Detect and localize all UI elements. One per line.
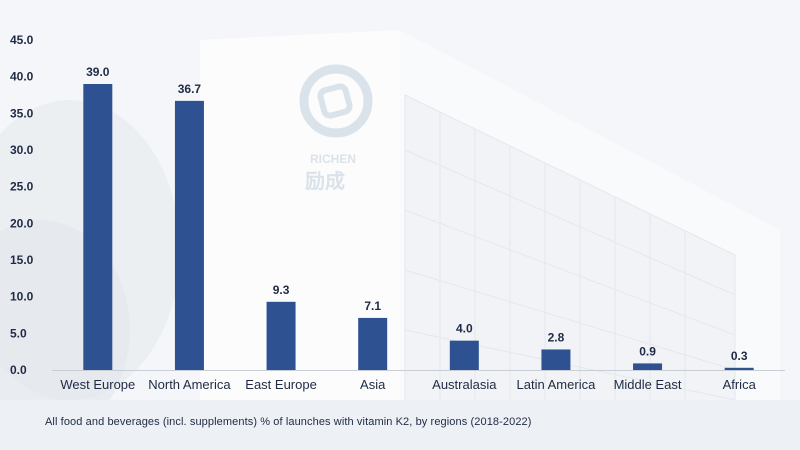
y-tick-label: 25.0 [10,180,34,194]
x-tick-label: Australasia [432,377,497,392]
bar-africa [724,367,754,370]
y-tick-label: 30.0 [10,143,34,157]
bar-east-europe [266,301,296,370]
y-tick-label: 45.0 [10,33,34,47]
x-tick-label: Latin America [517,377,597,392]
data-labels: 39.0 36.7 9.3 7.1 4.0 2.8 0.9 0.3 [86,65,748,363]
x-tick-label: Middle East [614,377,682,392]
bar-latin-america [541,349,571,370]
bar-west-europe [83,84,113,370]
bar-australasia [449,340,479,370]
richen-logo: RICHEN 励成 [299,64,373,193]
data-label: 0.9 [639,344,656,358]
chart-caption: All food and beverages (incl. supplement… [45,416,532,428]
svg-text:RICHEN: RICHEN [310,152,356,166]
y-tick-label: 15.0 [10,253,34,267]
y-tick-label: 20.0 [10,216,34,230]
bar-middle-east [633,363,663,370]
x-tick-label: Africa [723,377,757,392]
data-label: 9.3 [273,283,290,297]
bar-north-america [174,100,204,370]
x-tick-label: North America [148,377,231,392]
y-tick-label: 40.0 [10,70,34,84]
y-tick-label: 5.0 [10,326,27,340]
y-axis: 0.0 5.0 10.0 15.0 20.0 25.0 30.0 35.0 40.0 45.0 [10,33,34,377]
y-tick-label: 0.0 [10,363,27,377]
bar-series [83,84,754,370]
x-axis: West Europe North America East Europe Asia A… [60,377,756,392]
x-tick-label: East Europe [245,377,317,392]
x-tick-label: West Europe [60,377,135,392]
data-label: 4.0 [456,322,473,336]
svg-text:励成: 励成 [305,169,345,193]
data-label: 0.3 [731,349,748,363]
data-label: 39.0 [86,65,110,79]
x-tick-label: Asia [360,377,386,392]
data-label: 7.1 [364,299,381,313]
y-tick-label: 35.0 [10,106,34,120]
y-tick-label: 10.0 [10,290,34,304]
data-label: 2.8 [548,330,565,344]
data-label: 36.7 [178,82,202,96]
bar-asia [358,317,388,370]
